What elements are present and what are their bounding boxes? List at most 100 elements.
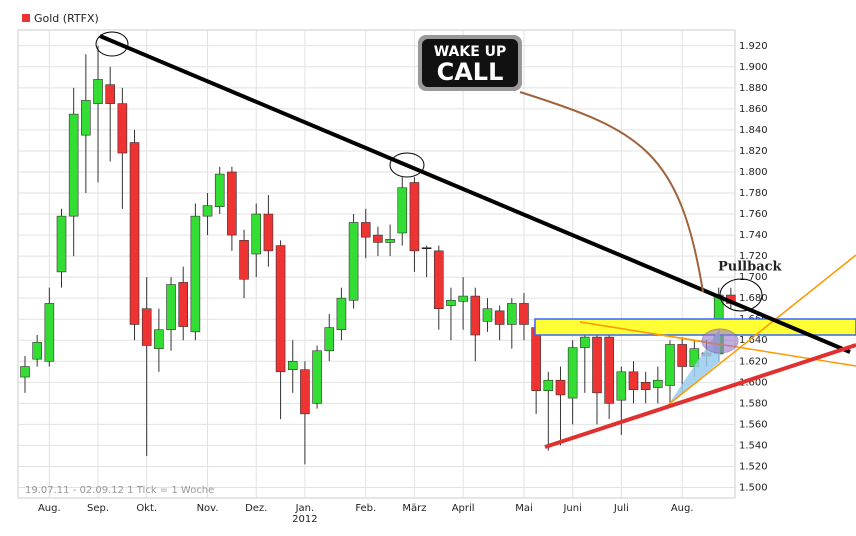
candle-body [531,327,541,392]
candle-body [348,222,359,301]
y-tick-label: 1.740 [739,230,768,241]
legend-swatch [22,14,30,22]
y-tick-label: 1.680 [739,293,768,304]
orange-line [667,254,856,406]
y-tick-label: 1.840 [739,125,768,136]
circle [719,278,763,312]
y-tick-label: 1.560 [739,419,768,430]
candle-body [275,245,286,373]
x-tick-label: Juni [562,503,581,514]
candle-body [20,366,30,378]
resistance-band [534,318,856,336]
footer: 19.07.11 - 02.09.12 1 Tick = 1 Woche [25,485,214,496]
candle-body [446,299,456,306]
candle-body [32,342,42,360]
candle-body [458,295,468,302]
y-tick-label: 1.760 [739,209,768,220]
candle-body [336,297,347,331]
candle-body [494,310,505,325]
candle-body [154,329,164,349]
annotations: WAKE UP CALL Pullback [95,31,856,449]
badge [422,39,518,87]
candle-body [202,205,213,217]
candle-body [56,215,67,273]
year-label: 2012 [292,514,317,525]
candle-body [178,282,189,327]
x-tick-label: Sep. [87,503,109,514]
candle-body [409,182,420,252]
y-tick-label: 1.580 [739,398,768,409]
x-tick-label: Dez. [245,503,267,514]
y-tick-label: 1.920 [739,41,768,52]
circle [389,152,425,178]
candle-body [81,100,91,136]
x-tick-label: Juli [613,503,629,514]
y-tick-label: 1.700 [739,272,768,283]
badge-text: CALL [437,58,504,86]
y-tick-label: 1.540 [739,440,768,451]
x-tick-label: Jan. [295,503,315,514]
candle-body [166,284,176,331]
candle-body [592,336,602,394]
candle-body [141,308,152,346]
candle-body [287,360,298,370]
candle-body [482,308,493,322]
candle-body [677,344,687,367]
candle-body [214,173,225,207]
y-tick-label: 1.820 [739,146,768,157]
candle-body [239,240,249,280]
candle-body [117,103,128,154]
candle-body [519,303,529,325]
candle-body [373,234,383,243]
y-tick-label: 1.780 [739,188,768,199]
orange-line [579,321,721,346]
plot-frame [17,29,736,499]
candle-body [433,250,444,309]
candle-body [580,336,590,348]
y-tick-label: 1.640 [739,335,768,346]
curve-arrow [519,91,704,293]
candle-body [324,327,335,352]
candle-body [251,213,262,255]
candle-body [385,238,395,243]
candle-body [397,187,408,234]
circle [701,328,739,354]
candle-body [665,344,675,386]
x-tick-label: Nov. [197,503,219,514]
x-tick-label: Aug. [38,503,61,514]
y-tick-label: 1.860 [739,104,768,115]
candle-body [129,142,140,325]
pullback-label: Pullback [718,260,783,275]
y-tick-label: 1.620 [739,356,768,367]
candle-body [628,371,639,390]
candle-body [555,379,566,396]
support-line [544,343,856,449]
y-tick-label: 1.520 [739,461,768,472]
circle [95,31,129,57]
candle-body [543,379,554,392]
candle-body [360,222,371,238]
badge-text: WAKE UP [434,44,507,60]
candle-body [300,369,310,415]
candle-body [263,213,274,252]
y-tick-label: 1.600 [739,377,768,388]
candle-body [470,295,481,336]
y-tick-label: 1.900 [739,62,768,73]
x-tick-label: Okt. [136,503,157,514]
candle-body [616,371,627,401]
candle-body [640,382,651,390]
y-tick-label: 1.500 [739,482,768,493]
x-tick-label: Aug. [671,503,694,514]
x-tick-label: Mai [515,503,533,514]
candle-body [604,336,614,404]
candle-body [506,303,517,325]
candle-body [190,215,201,333]
x-tick-label: April [452,503,475,514]
y-tick-label: 1.880 [739,83,768,94]
candle-body [421,247,432,249]
candle-body [93,79,103,104]
chart-title: Gold (RTFX) [34,12,99,25]
candle-body [227,171,237,236]
candle-body [105,84,115,104]
